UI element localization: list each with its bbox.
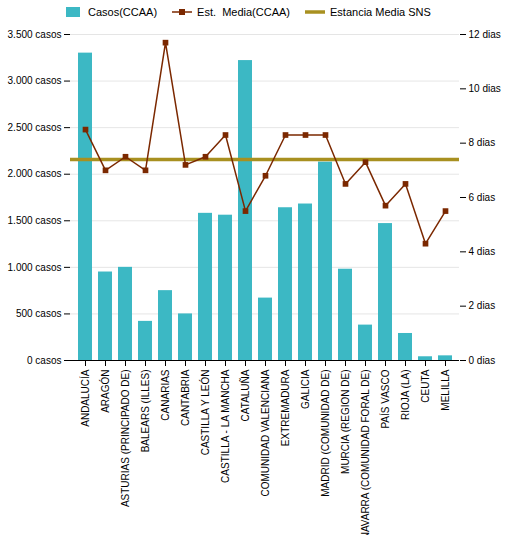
svg-text:2.500 casos: 2.500 casos <box>8 122 62 133</box>
svg-text:MELILLA: MELILLA <box>440 369 451 410</box>
svg-text:4 dias: 4 dias <box>469 246 496 257</box>
svg-text:EXTREMADURA: EXTREMADURA <box>280 369 291 446</box>
svg-text:CEUTA: CEUTA <box>420 369 431 402</box>
svg-text:MADRID (COMUNIDAD DE): MADRID (COMUNIDAD DE) <box>320 370 331 497</box>
svg-text:NAVARRA (COMUNIDAD FORAL DE): NAVARRA (COMUNIDAD FORAL DE) <box>360 370 371 536</box>
svg-text:PAÍS VASCO: PAÍS VASCO <box>379 369 391 428</box>
svg-text:ANDALUCÍA: ANDALUCÍA <box>79 369 91 427</box>
svg-text:12 dias: 12 dias <box>469 29 501 40</box>
svg-text:ASTURIAS (PRINCIPADO DE): ASTURIAS (PRINCIPADO DE) <box>120 370 131 508</box>
svg-text:2 dias: 2 dias <box>469 300 496 311</box>
svg-text:BALEARS (ILLES): BALEARS (ILLES) <box>140 370 151 453</box>
svg-text:6 dias: 6 dias <box>469 192 496 203</box>
svg-text:8 dias: 8 dias <box>469 137 496 148</box>
html-text:Casos(CCAA): Casos(CCAA) <box>88 6 158 18</box>
html-text:Estancia Media SNS: Estancia Media SNS <box>330 6 431 18</box>
html-text:Est. Media(CCAA): Est. Media(CCAA) <box>197 6 290 18</box>
svg-text:1.000 casos: 1.000 casos <box>8 262 62 273</box>
svg-text:CANARIAS: CANARIAS <box>160 369 171 420</box>
svg-text:CASTILLA - LA MANCHA: CASTILLA - LA MANCHA <box>220 369 231 483</box>
svg-text:CATALUÑA: CATALUÑA <box>239 369 251 421</box>
svg-text:CANTABRIA: CANTABRIA <box>180 369 191 426</box>
svg-text:RIOJA (LA): RIOJA (LA) <box>400 370 411 421</box>
svg-text:3.500 casos: 3.500 casos <box>8 29 62 40</box>
svg-text:3.000 casos: 3.000 casos <box>8 75 62 86</box>
svg-text:1.500 casos: 1.500 casos <box>8 215 62 226</box>
svg-text:GALICIA: GALICIA <box>300 369 311 409</box>
svg-text:0 dias: 0 dias <box>469 355 496 366</box>
svg-text:COMUNIDAD VALENCIANA: COMUNIDAD VALENCIANA <box>260 369 271 496</box>
svg-text:CASTILLA Y LEÓN: CASTILLA Y LEÓN <box>199 370 211 456</box>
svg-text:MURCIA (REGION DE): MURCIA (REGION DE) <box>340 370 351 474</box>
svg-text:2.000 casos: 2.000 casos <box>8 168 62 179</box>
svg-text:500 casos: 500 casos <box>16 308 62 319</box>
svg-text:10 dias: 10 dias <box>469 83 501 94</box>
svg-text:ARAGÓN: ARAGÓN <box>99 370 111 413</box>
svg-text:0 casos: 0 casos <box>27 355 61 366</box>
